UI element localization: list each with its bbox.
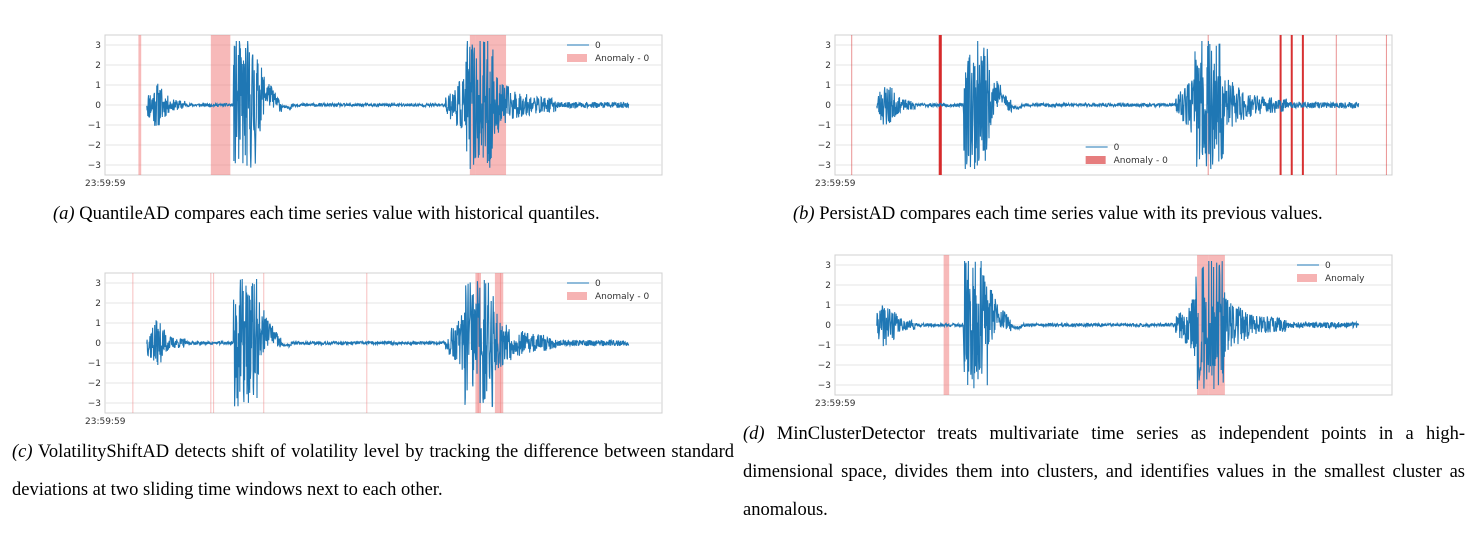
y-tick-label: −3	[818, 161, 831, 171]
panel-d: 3 2 1 0 −1 −2 −3 23:59:59 0 Anomaly	[810, 250, 1400, 410]
y-tick-label: 3	[825, 261, 831, 271]
x-tick-label: 23:59:59	[815, 179, 856, 189]
legend-anomaly-label: Anomaly - 0	[595, 54, 649, 64]
y-tick-label: 1	[825, 301, 831, 311]
x-tick-label: 23:59:59	[85, 417, 126, 427]
y-tick-label: 3	[95, 279, 101, 289]
y-tick-label: 2	[95, 299, 101, 309]
legend-series-label: 0	[1325, 261, 1331, 271]
caption-c: (c) VolatilityShiftAD detects shift of v…	[12, 433, 734, 509]
caption-d: (d) MinClusterDetector treats multivaria…	[743, 415, 1465, 529]
y-tick-label: 0	[95, 339, 101, 349]
x-tick-label: 23:59:59	[85, 179, 126, 189]
caption-c-tag: (c)	[12, 442, 33, 462]
y-tick-label: 0	[825, 101, 831, 111]
y-tick-label: −3	[88, 399, 101, 409]
panel-b: 3 2 1 0 −1 −2 −3 23:59:59 0 Anomaly - 0	[810, 30, 1400, 190]
y-tick-label: −1	[88, 121, 101, 131]
y-tick-label: 3	[95, 41, 101, 51]
caption-b-text: PersistAD compares each time series valu…	[819, 204, 1323, 224]
legend-series-label: 0	[1114, 143, 1120, 153]
y-tick-label: 2	[825, 61, 831, 71]
y-tick-label: 2	[95, 61, 101, 71]
legend-series-label: 0	[595, 41, 601, 51]
y-tick-label: 1	[95, 81, 101, 91]
chart-c: 3 2 1 0 −1 −2 −3 23:59:59 0 Anomaly - 0	[85, 272, 663, 427]
caption-b: (b) PersistAD compares each time series …	[793, 195, 1473, 233]
legend-anomaly-label: Anomaly	[1325, 274, 1365, 284]
y-tick-label: −1	[818, 121, 831, 131]
x-tick-label: 23:59:59	[815, 399, 856, 409]
y-tick-label: −2	[818, 361, 831, 371]
y-tick-label: −2	[88, 141, 101, 151]
y-tick-label: 1	[95, 319, 101, 329]
y-tick-label: 0	[95, 101, 101, 111]
legend-anomaly-label: Anomaly - 0	[1114, 156, 1168, 166]
legend-anomaly-label: Anomaly - 0	[595, 292, 649, 302]
anomaly-span	[469, 35, 476, 175]
anomaly-span	[138, 35, 142, 175]
caption-a: (a) QuantileAD compares each time series…	[53, 195, 743, 233]
caption-d-tag: (d)	[743, 424, 765, 444]
y-tick-label: −2	[818, 141, 831, 151]
legend-series-label: 0	[595, 279, 601, 289]
y-tick-label: −1	[88, 359, 101, 369]
caption-c-text: VolatilityShiftAD detects shift of volat…	[12, 442, 734, 500]
y-tick-label: −1	[818, 341, 831, 351]
legend-anomaly-swatch	[567, 54, 587, 62]
y-tick-label: −3	[88, 161, 101, 171]
y-tick-label: −2	[88, 379, 101, 389]
y-tick-label: 2	[825, 281, 831, 291]
y-tick-label: 0	[825, 321, 831, 331]
chart-a: 3 2 1 0 −1 −2 −3 23:59:59 0 Anomaly - 0	[85, 34, 663, 189]
legend-anomaly-swatch	[1297, 274, 1317, 282]
legend-anomaly-swatch	[1085, 156, 1106, 164]
caption-d-text: MinClusterDetector treats multivariate t…	[743, 424, 1466, 520]
caption-b-tag: (b)	[793, 204, 815, 224]
y-tick-label: 1	[825, 81, 831, 91]
caption-a-text: QuantileAD compares each time series val…	[79, 204, 600, 224]
series-line-0	[876, 260, 1360, 390]
chart-b: 3 2 1 0 −1 −2 −3 23:59:59 0 Anomaly - 0	[815, 34, 1393, 189]
chart-d: 3 2 1 0 −1 −2 −3 23:59:59 0 Anomaly	[815, 254, 1393, 409]
y-tick-label: −3	[818, 381, 831, 391]
series-line-0	[146, 40, 630, 170]
legend-anomaly-swatch	[567, 292, 587, 300]
caption-a-tag: (a)	[53, 204, 75, 224]
series-line-0	[876, 40, 1360, 170]
panel-a: 3 2 1 0 −1 −2 −3 23:59:59 0 Anomaly - 0	[80, 30, 670, 190]
anomaly-span	[494, 273, 504, 413]
series-line-0	[146, 278, 630, 408]
panel-c: 3 2 1 0 −1 −2 −3 23:59:59 0 Anomaly - 0	[80, 268, 670, 428]
y-tick-label: 3	[825, 41, 831, 51]
